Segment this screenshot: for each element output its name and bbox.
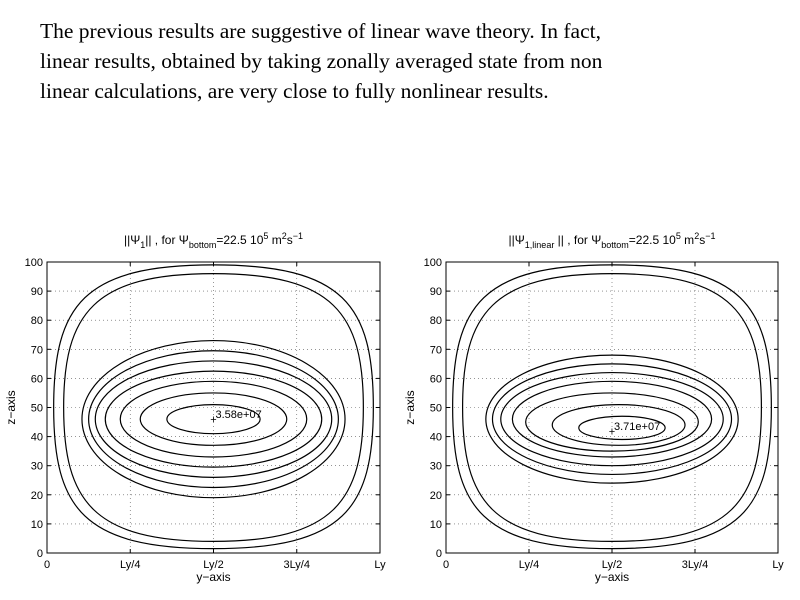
contour-line [461, 273, 763, 542]
x-tick-label: Ly/2 [203, 559, 223, 571]
plot-area [46, 261, 381, 554]
x-tick-label: Ly [772, 559, 784, 571]
y-tick-label: 100 [424, 257, 442, 269]
y-tick-label: 80 [31, 315, 43, 327]
y-tick-label: 10 [31, 519, 43, 531]
contour-plot-linear: 0 Ly/4 Ly/2 3Ly/4 Ly 0 10 20 30 40 50 60 70 80 90 100 +3… [403, 231, 784, 584]
y-tick-label: 10 [430, 519, 442, 531]
contour-line [491, 363, 733, 476]
contour-line [485, 354, 739, 484]
contour-line [166, 403, 261, 435]
x-tick-label: 3Ly/4 [283, 559, 310, 571]
max-marker: + [609, 426, 615, 438]
contour-line [88, 350, 339, 489]
y-tick-label: 30 [430, 461, 442, 473]
slide-text-line: The previous results are suggestive of l… [40, 19, 601, 43]
x-tick-label: Ly/4 [120, 559, 140, 571]
y-tick-label: 20 [430, 490, 442, 502]
x-tick-label: 3Ly/4 [682, 559, 709, 571]
contour-line [53, 264, 374, 550]
contour-line [104, 370, 323, 468]
slide-text-line: linear calculations, are very close to f… [40, 79, 549, 103]
y-axis-label: z−axis [4, 390, 18, 424]
contour-plot-nonlinear: 0 Ly/4 Ly/2 3Ly/4 Ly 0 10 20 30 40 50 60 70 80 90 100 +3… [4, 231, 386, 584]
y-tick-label: 60 [31, 373, 43, 385]
contour-line [452, 264, 772, 550]
contour-line [511, 380, 713, 458]
y-tick-label: 90 [430, 286, 442, 298]
slide-text: The previous results are suggestive of l… [40, 16, 780, 106]
contour-line [139, 392, 288, 446]
y-tick-label: 90 [31, 286, 43, 298]
x-tick-label: 0 [44, 559, 50, 571]
max-value-label: 3.71e+07 [614, 421, 660, 433]
x-tick-label: 0 [443, 559, 449, 571]
y-tick-label: 40 [430, 432, 442, 444]
contour-line [551, 403, 686, 446]
slide-text-line: linear results, obtained by taking zonal… [40, 49, 603, 73]
contour-line [525, 392, 699, 452]
contour-line [63, 273, 364, 542]
y-tick-label: 80 [430, 315, 442, 327]
y-tick-label: 30 [31, 461, 43, 473]
x-axis-label: y−axis [196, 570, 230, 584]
y-axis-label: z−axis [403, 390, 417, 424]
y-tick-label: 70 [31, 344, 43, 356]
x-tick-label: Ly/2 [602, 559, 622, 571]
y-tick-label: 70 [430, 344, 442, 356]
y-tick-label: 40 [31, 432, 43, 444]
y-tick-label: 100 [25, 257, 43, 269]
y-tick-label: 60 [430, 373, 442, 385]
contour-line [500, 371, 724, 467]
x-tick-label: Ly [374, 559, 386, 571]
contour-line [119, 380, 308, 458]
y-tick-label: 0 [436, 548, 442, 560]
contour-line [94, 360, 333, 478]
contour-line [578, 415, 666, 441]
y-tick-label: 0 [37, 548, 43, 560]
x-tick-label: Ly/4 [519, 559, 539, 571]
contour-line [81, 339, 346, 499]
chart-title: ||Ψ1|| , for Ψbottom=22.5 105 m2s−1 [124, 231, 303, 250]
y-tick-label: 50 [430, 403, 442, 415]
max-marker: + [210, 414, 216, 426]
chart-title: ||Ψ1,linear || , for Ψbottom=22.5 105 m2… [509, 231, 716, 250]
y-tick-label: 50 [31, 403, 43, 415]
y-tick-label: 20 [31, 490, 43, 502]
x-axis-label: y−axis [595, 570, 629, 584]
max-value-label: 3.58e+07 [216, 409, 262, 421]
